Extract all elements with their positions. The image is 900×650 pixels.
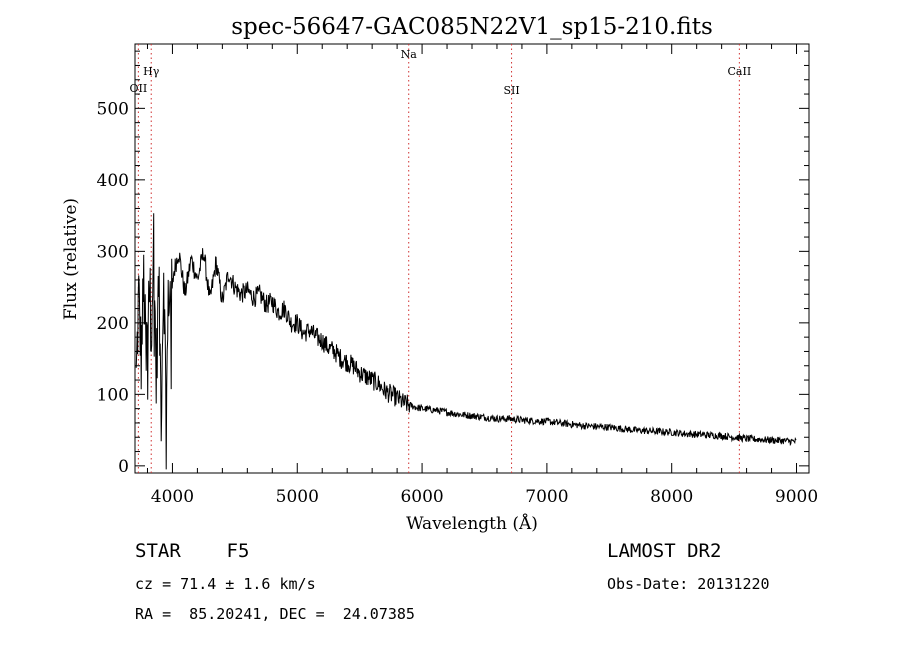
- line-label-Hγ: Hγ: [143, 65, 160, 78]
- chart-title: spec-56647-GAC085N22V1_sp15-210.fits: [231, 14, 713, 40]
- y-tick-label: 200: [97, 314, 129, 334]
- plot-frame: [134, 43, 810, 474]
- y-tick-label: 100: [97, 385, 129, 405]
- line-label-Na: Na: [401, 48, 418, 61]
- x-tick-label: 9000: [775, 487, 818, 507]
- line-label-SII: SII: [503, 84, 519, 97]
- spectral-class: STAR F5: [135, 540, 250, 562]
- y-tick-label: 400: [97, 171, 129, 191]
- observation-date: Obs-Date: 20131220: [607, 575, 770, 593]
- x-axis-label: Wavelength (Å): [406, 513, 538, 534]
- y-axis-label: Flux (relative): [61, 198, 81, 320]
- emission-line-markers: OII Hγ Na SII CaII: [130, 44, 752, 473]
- axis-ticks: 4000 5000 6000 7000 8000 9000 0 100 200 300 400 500: [97, 44, 818, 507]
- y-tick-label: 500: [97, 99, 129, 119]
- x-tick-label: 6000: [400, 487, 443, 507]
- coordinates: RA = 85.20241, DEC = 24.07385: [135, 605, 415, 623]
- x-tick-label: 5000: [276, 487, 319, 507]
- survey-name: LAMOST DR2: [607, 540, 722, 562]
- x-tick-label: 8000: [650, 487, 693, 507]
- line-label-CaII: CaII: [728, 65, 752, 78]
- line-label-OII: OII: [130, 82, 148, 95]
- x-tick-label: 7000: [525, 487, 568, 507]
- y-tick-label: 300: [97, 242, 129, 262]
- redshift-value: cz = 71.4 ± 1.6 km/s: [135, 575, 316, 593]
- x-tick-label: 4000: [151, 487, 194, 507]
- spectrum-chart: spec-56647-GAC085N22V1_sp15-210.fits OII…: [61, 14, 818, 534]
- y-tick-label: 0: [118, 457, 129, 477]
- spectrum-line: [135, 213, 797, 470]
